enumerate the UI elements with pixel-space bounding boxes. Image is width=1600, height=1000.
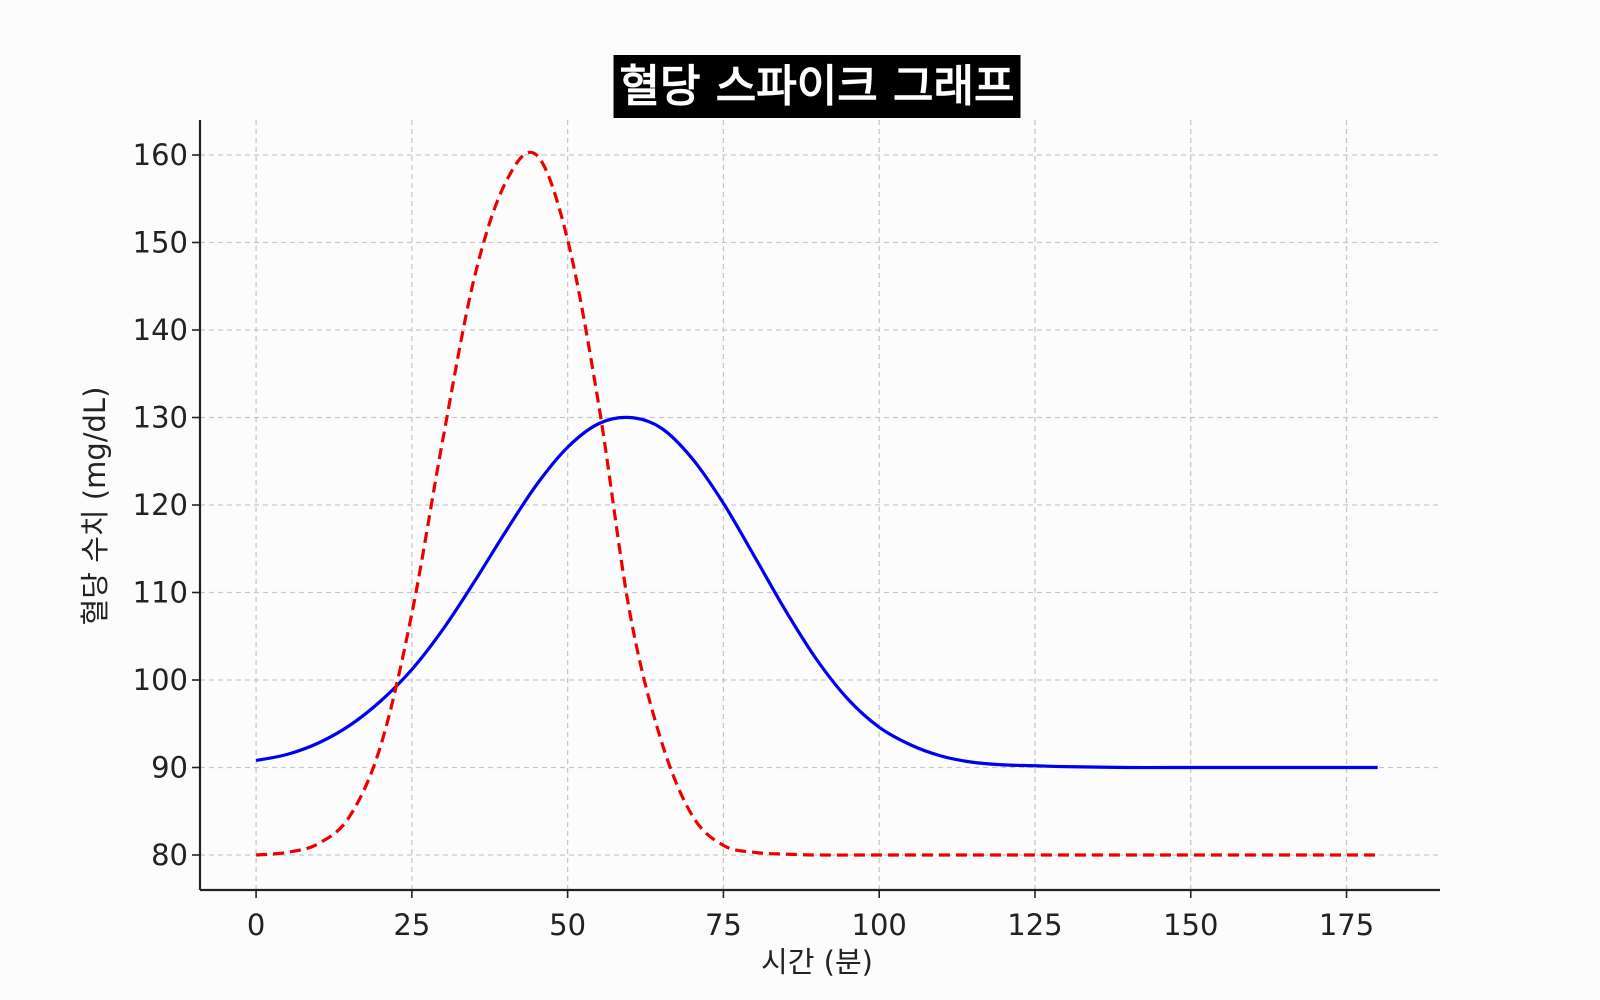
- chart-title: 혈당 스파이크 그래프: [620, 61, 1015, 112]
- y-tick-label: 120: [133, 488, 188, 522]
- chart-title-group: 혈당 스파이크 그래프: [613, 55, 1021, 118]
- x-tick-label: 0: [247, 908, 265, 942]
- grid: [200, 120, 1440, 890]
- axes: 0 25 50 75 100 125 150 175 80 90 100 110 120 130 140 15…: [133, 120, 1440, 942]
- chart-title-background: [613, 55, 1021, 118]
- spike-dashed-line: [255, 150, 1378, 857]
- y-axis-label: 혈당 수치 (mg/dL): [78, 387, 112, 626]
- x-tick-label: 100: [852, 908, 907, 942]
- x-tick-label: 25: [393, 908, 430, 942]
- x-axis-label: 시간 (분): [761, 945, 873, 979]
- x-tick-label: 125: [1007, 908, 1062, 942]
- y-tick-label: 160: [133, 138, 188, 172]
- y-tick-label: 90: [151, 751, 188, 785]
- x-tick-label: 175: [1319, 908, 1374, 942]
- y-tick-label: 150: [133, 226, 188, 260]
- y-tick-label: 110: [133, 576, 188, 610]
- x-tick-label: 150: [1163, 908, 1218, 942]
- y-tick-label: 100: [133, 663, 188, 697]
- y-tick-label: 130: [133, 401, 188, 435]
- series-layer: [255, 150, 1378, 857]
- y-tick-label: 140: [133, 313, 188, 347]
- y-tick-label: 80: [151, 838, 188, 872]
- x-tick-label: 75: [705, 908, 742, 942]
- x-tick-label: 50: [549, 908, 586, 942]
- normal-solid-line: [255, 415, 1378, 770]
